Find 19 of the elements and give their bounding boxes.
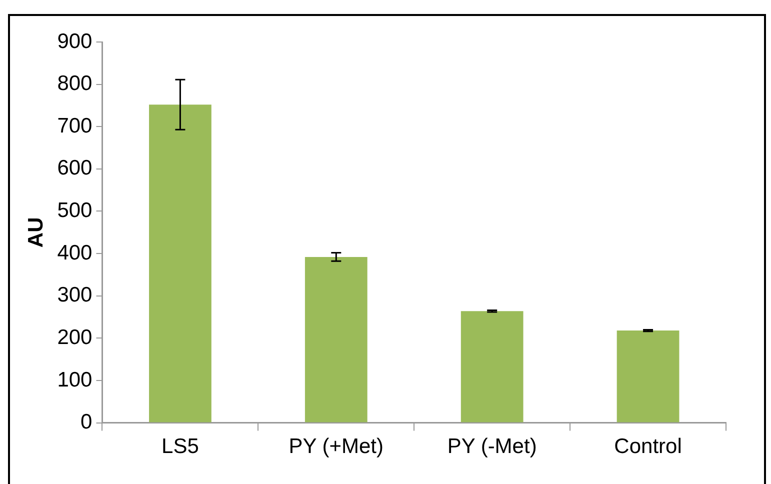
y-tick-label: 100 xyxy=(57,368,92,392)
x-tick-label: Control xyxy=(614,435,682,458)
y-tick-label: 900 xyxy=(57,30,92,53)
y-tick-label: 400 xyxy=(57,241,92,264)
bar xyxy=(304,256,368,422)
bar xyxy=(460,311,524,422)
bar xyxy=(616,330,680,422)
y-tick-label: 500 xyxy=(57,199,92,222)
y-tick-label: 0 xyxy=(80,410,92,434)
y-tick-label: 700 xyxy=(57,114,92,138)
bar xyxy=(149,104,212,422)
y-tick-label: 200 xyxy=(57,326,92,349)
x-tick-label: LS5 xyxy=(162,435,199,458)
y-tick-label: 300 xyxy=(57,284,92,307)
x-tick-label: PY (-Met) xyxy=(447,435,537,458)
y-tick-label: 600 xyxy=(57,156,92,180)
y-tick-label: 800 xyxy=(57,72,92,96)
y-axis-title: AU xyxy=(24,217,48,248)
x-tick-label: PY (+Met) xyxy=(288,435,384,458)
